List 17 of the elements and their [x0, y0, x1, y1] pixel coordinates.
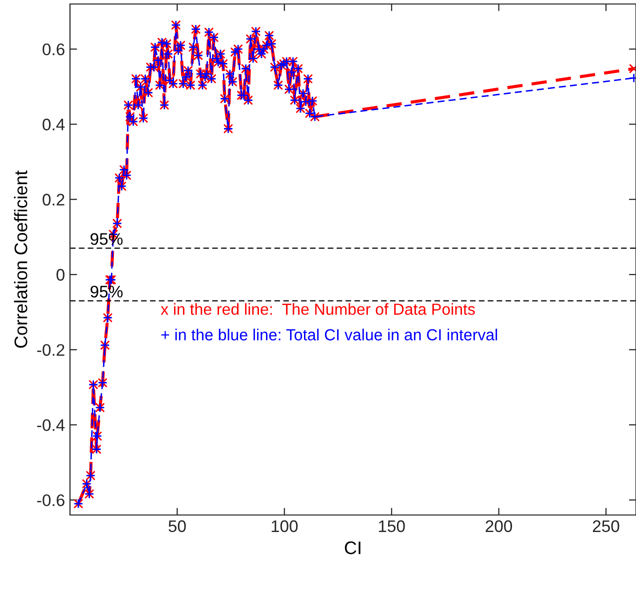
- x-axis-title: CI: [344, 541, 360, 554]
- y-tick-label: -0.4: [37, 419, 65, 432]
- y-tick-label: 0.2: [42, 194, 64, 206]
- x-tick-label: 100: [272, 520, 298, 532]
- x-tick-label: 50: [168, 520, 186, 532]
- annotation: 95%: [90, 286, 123, 298]
- x-tick-label: 150: [378, 520, 405, 532]
- text: + in the blue line: Total CI value in an CI interval: [161, 328, 498, 340]
- x-tick-label: 200: [486, 520, 512, 532]
- text: x in the red line: The Number of Data Points: [160, 303, 475, 315]
- y-tick-label: 0.6: [42, 43, 64, 56]
- y-axis-title: Correlation Coefficient: [14, 170, 28, 348]
- y-tick-label: 0: [56, 268, 64, 281]
- y-tick-label: -0.6: [37, 494, 64, 506]
- x-tick-label: 250: [592, 520, 620, 532]
- y-tick-label: -0.2: [37, 344, 64, 356]
- y-tick-label: 0.4: [42, 118, 65, 130]
